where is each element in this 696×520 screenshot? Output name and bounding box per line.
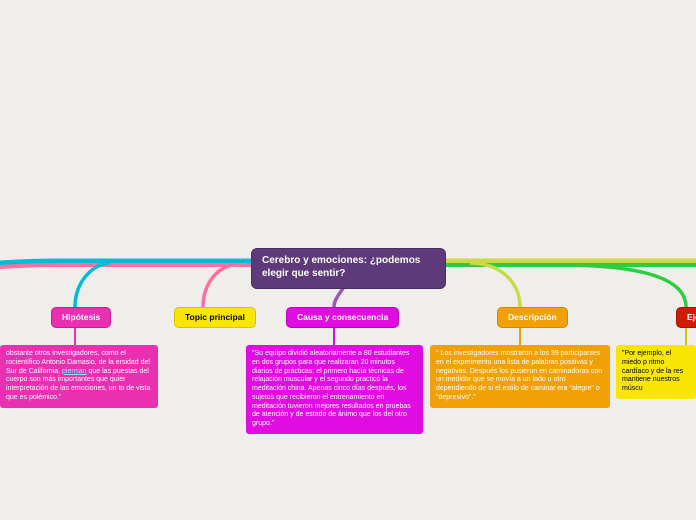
conn-des [470,263,520,307]
branch-causa[interactable]: Causa y consecuencia [286,307,399,328]
branch-hipotesis-label: Hipótesis [62,312,100,322]
branch-descripcion-label: Descripción [508,312,557,322]
detail-cau-text: "Su equipo dividió aleatoriamente a 80 e… [252,350,411,427]
branch-ejemplo[interactable]: Ejem [676,307,696,328]
root-node[interactable]: Cerebro y emociones: ¿podemos elegir que… [251,248,446,289]
detail-hip-link[interactable]: piensan [62,368,87,375]
detail-hipotesis[interactable]: obstante otros investigadores, como el r… [0,345,158,408]
detail-ejemplo[interactable]: "Por ejemplo, el miedo p ritmo cardíaco … [616,345,696,399]
branch-hipotesis[interactable]: Hipótesis [51,307,111,328]
conn-top [203,265,235,307]
branch-descripcion[interactable]: Descripción [497,307,568,328]
conn-eje [560,265,686,307]
root-title: Cerebro y emociones: ¿podemos elegir que… [262,255,420,279]
branch-ejemplo-label: Ejem [687,312,696,322]
detail-des-text: " Los investigadores mostraron a los 39 … [436,350,602,401]
mindmap-canvas: Cerebro y emociones: ¿podemos elegir que… [0,0,696,520]
detail-causa[interactable]: "Su equipo dividió aleatoriamente a 80 e… [246,345,423,434]
detail-eje-text: "Por ejemplo, el miedo p ritmo cardíaco … [622,350,683,392]
branch-causa-label: Causa y consecuencia [297,312,388,322]
branch-topic-label: Topic principal [185,312,245,322]
conn-hip [75,263,110,307]
detail-descripcion[interactable]: " Los investigadores mostraron a los 39 … [430,345,610,408]
branch-topic-principal[interactable]: Topic principal [174,307,256,328]
